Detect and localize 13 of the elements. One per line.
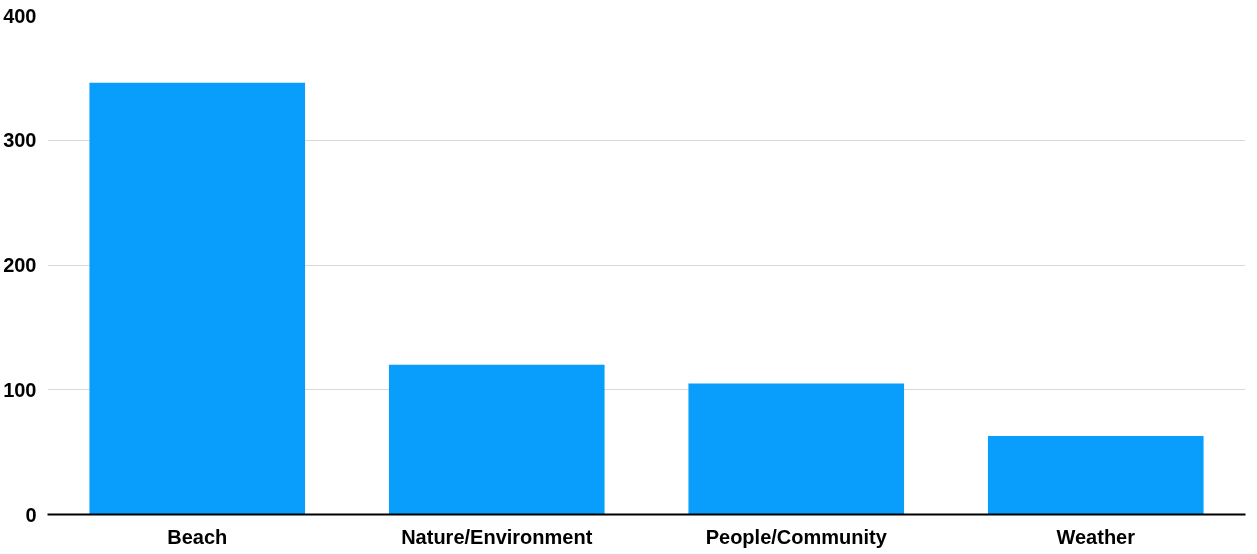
bar xyxy=(688,383,905,515)
y-tick-label: 100 xyxy=(3,378,37,401)
x-tick-label: People/Community xyxy=(705,525,888,548)
bar xyxy=(987,435,1204,515)
y-tick-label: 400 xyxy=(3,4,37,27)
bar xyxy=(388,364,605,515)
x-tick-label: Beach xyxy=(167,525,228,548)
y-tick-label: 0 xyxy=(25,503,37,526)
y-tick-label: 200 xyxy=(3,254,37,276)
y-tick-label: 300 xyxy=(3,129,37,152)
x-tick-label: Weather xyxy=(1056,525,1136,548)
x-tick-label: Nature/Environment xyxy=(401,525,593,548)
bar xyxy=(89,82,306,515)
